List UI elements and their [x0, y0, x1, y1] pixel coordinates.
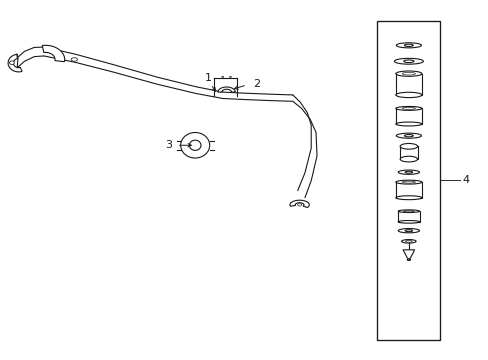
- Ellipse shape: [393, 58, 423, 64]
- Ellipse shape: [180, 132, 209, 158]
- Polygon shape: [218, 87, 235, 92]
- Ellipse shape: [397, 220, 419, 223]
- Ellipse shape: [403, 211, 413, 212]
- Bar: [395, 108, 421, 124]
- Ellipse shape: [402, 181, 414, 183]
- Text: 4: 4: [461, 175, 468, 185]
- Ellipse shape: [402, 72, 414, 75]
- Polygon shape: [17, 47, 44, 68]
- Ellipse shape: [71, 58, 77, 61]
- Bar: [399, 146, 417, 159]
- Ellipse shape: [189, 140, 201, 150]
- Ellipse shape: [395, 71, 421, 76]
- Ellipse shape: [395, 43, 421, 48]
- Ellipse shape: [395, 133, 421, 138]
- Ellipse shape: [395, 122, 421, 126]
- Ellipse shape: [399, 144, 417, 149]
- Ellipse shape: [222, 76, 223, 77]
- Polygon shape: [223, 92, 292, 101]
- Text: 3: 3: [164, 140, 172, 150]
- Text: 1: 1: [204, 72, 211, 82]
- Ellipse shape: [404, 44, 412, 46]
- Polygon shape: [42, 45, 64, 62]
- Ellipse shape: [405, 240, 411, 242]
- Ellipse shape: [395, 196, 421, 200]
- Polygon shape: [292, 95, 316, 198]
- Ellipse shape: [402, 107, 414, 109]
- Ellipse shape: [404, 135, 412, 137]
- Ellipse shape: [405, 230, 412, 232]
- Ellipse shape: [395, 180, 421, 184]
- Ellipse shape: [405, 171, 412, 173]
- Bar: [395, 74, 421, 95]
- Ellipse shape: [399, 156, 417, 162]
- Ellipse shape: [403, 60, 413, 63]
- Polygon shape: [289, 200, 308, 207]
- Bar: [377, 21, 439, 339]
- Ellipse shape: [397, 170, 419, 174]
- Text: 2: 2: [253, 79, 260, 89]
- Polygon shape: [8, 54, 22, 72]
- Ellipse shape: [407, 259, 410, 260]
- Ellipse shape: [10, 61, 14, 64]
- Ellipse shape: [397, 229, 419, 233]
- Polygon shape: [44, 47, 223, 99]
- Ellipse shape: [395, 107, 421, 111]
- Ellipse shape: [395, 92, 421, 98]
- Bar: [397, 211, 419, 222]
- Ellipse shape: [229, 76, 231, 77]
- Bar: [395, 182, 421, 198]
- Ellipse shape: [297, 203, 301, 206]
- Polygon shape: [402, 250, 414, 260]
- Ellipse shape: [397, 210, 419, 212]
- Ellipse shape: [401, 239, 415, 243]
